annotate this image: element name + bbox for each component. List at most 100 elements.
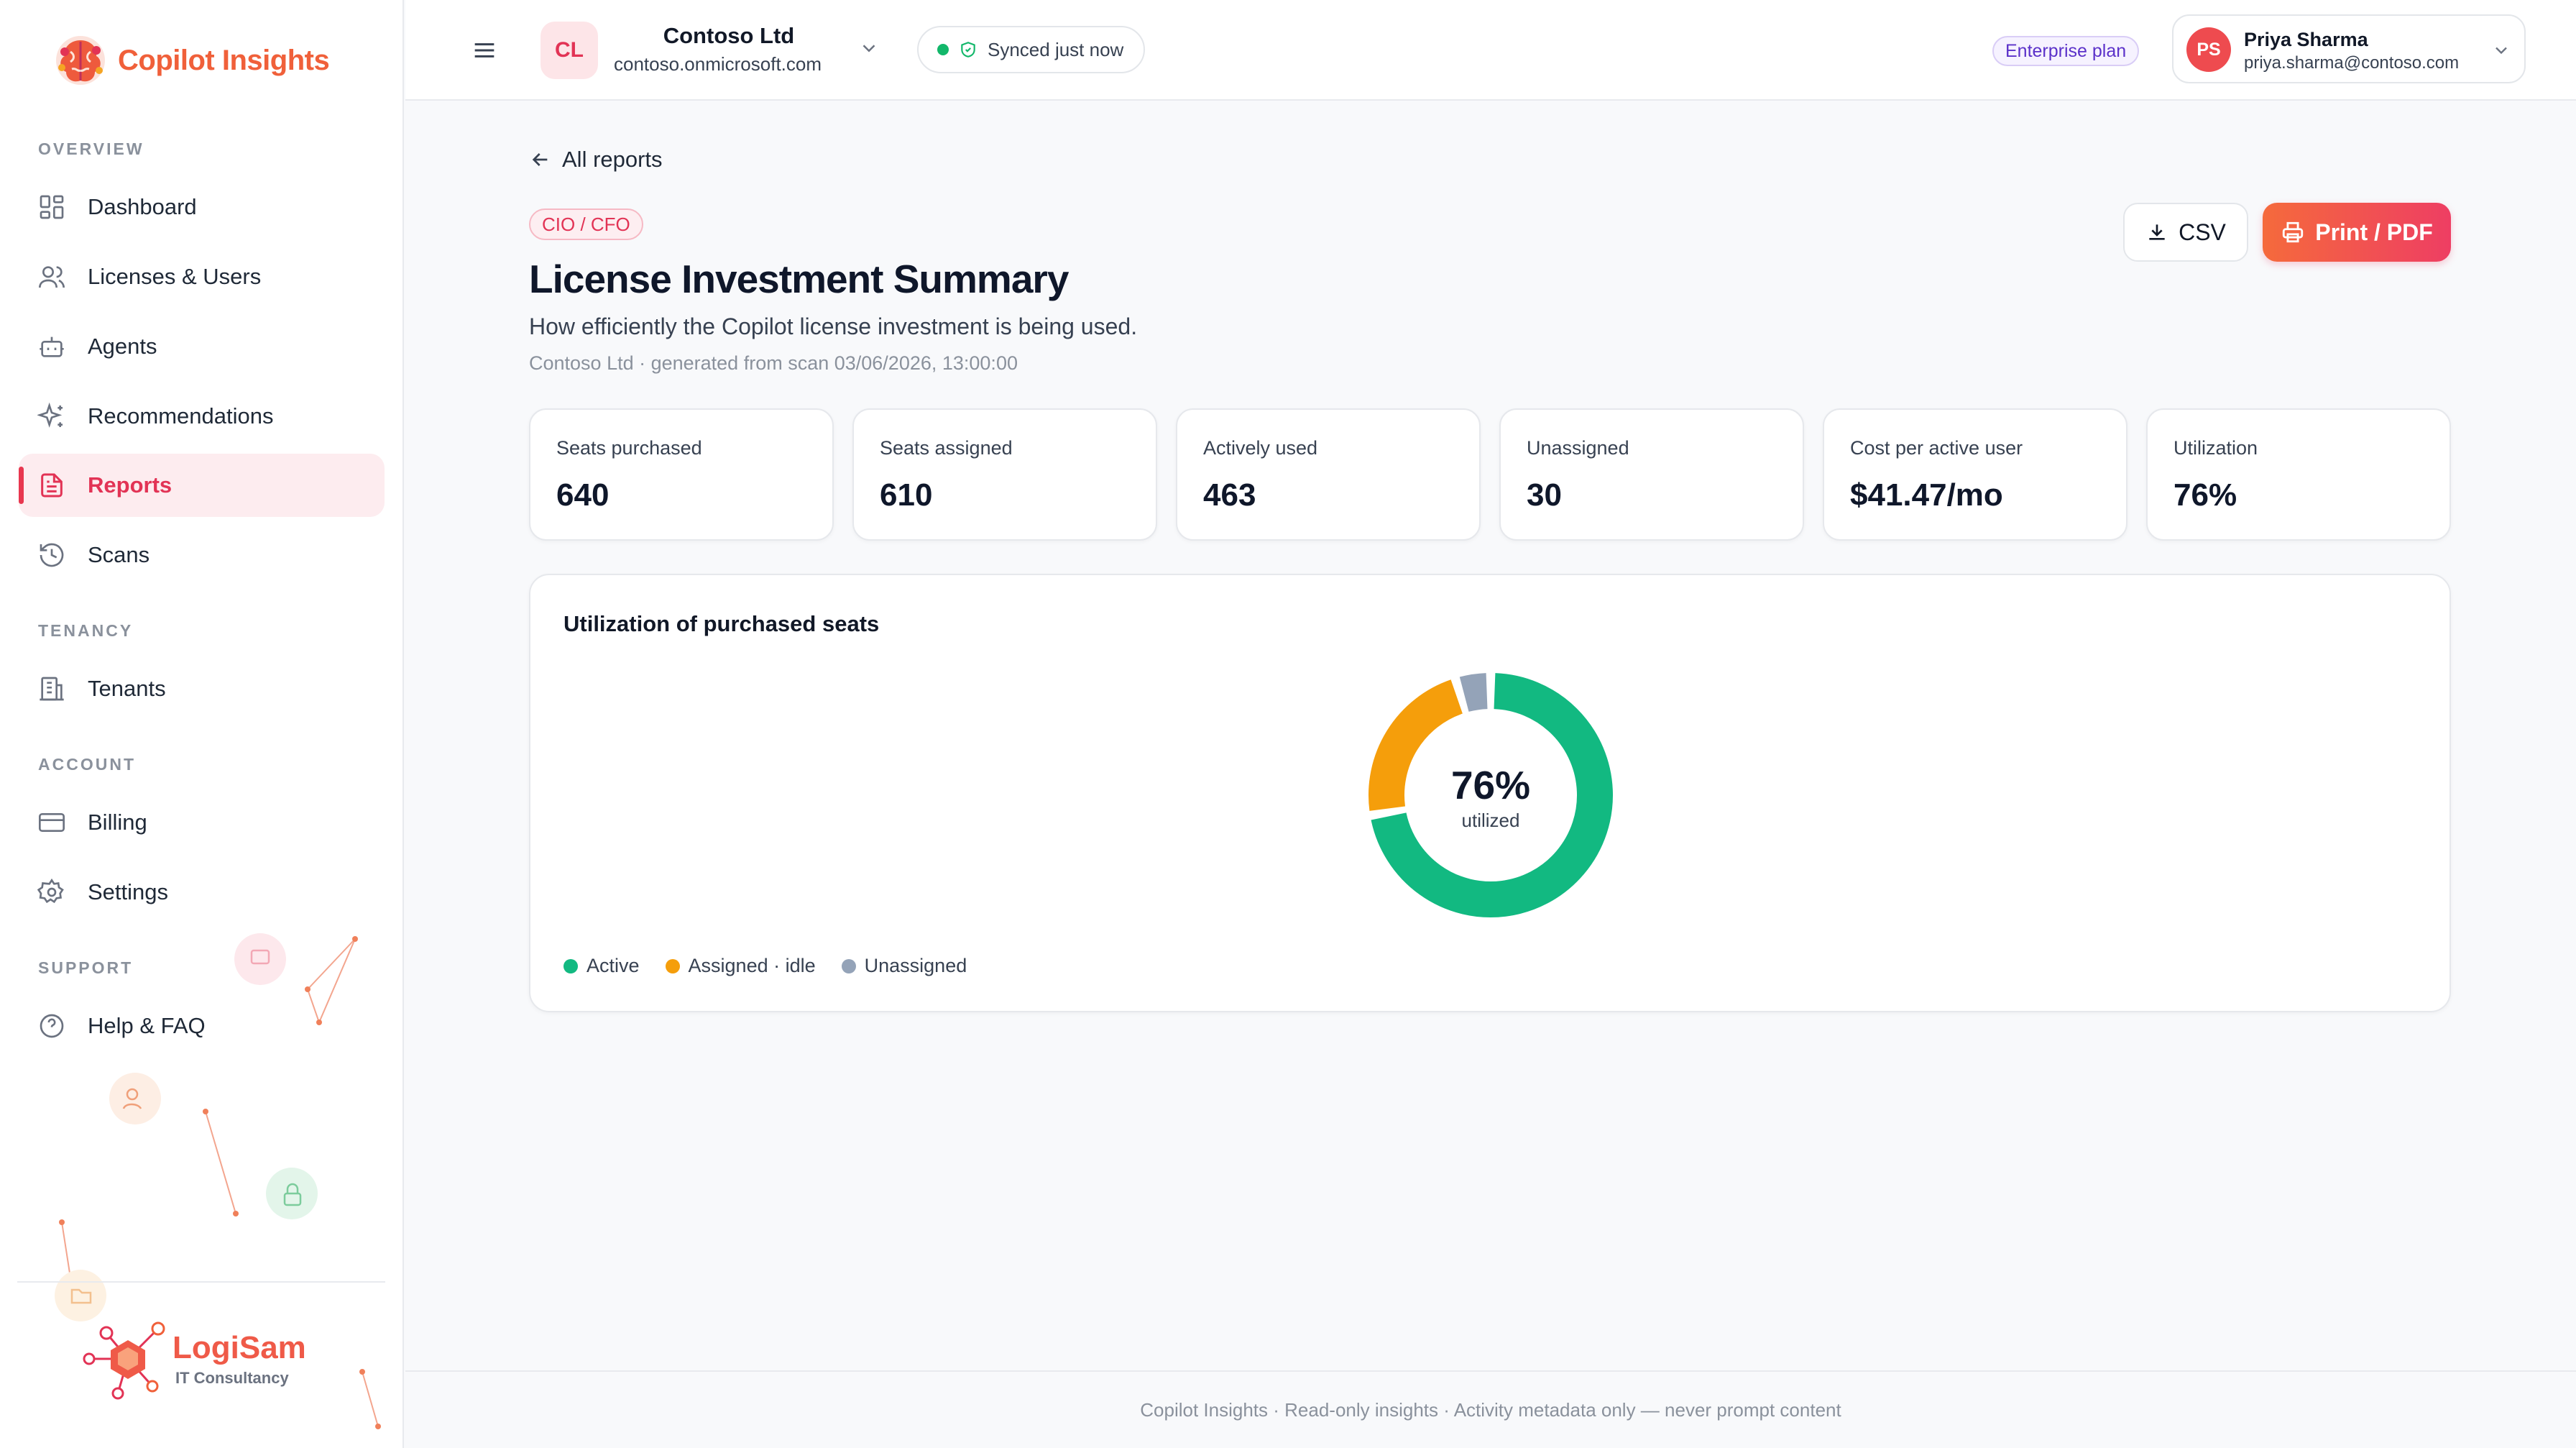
sidebar-item-label: Help & FAQ [88,1013,206,1038]
stat-label: Seats assigned [880,437,1013,459]
legend-label: Assigned · idle [688,955,816,976]
audience-tag: CIO / CFO [529,209,643,240]
stat-value: 76% [2174,477,2237,513]
chevron-down-icon [2496,47,2507,55]
section-overview: OVERVIEW [38,139,144,158]
stat-card-unassigned: Unassigned 30 [1499,408,1804,541]
stat-card-seats-purchased: Seats purchased 640 [529,408,834,541]
help-circle-icon [40,1014,64,1038]
sidebar-item-agents[interactable]: Agents [19,315,385,378]
sidebar-item-label: Licenses & Users [88,264,262,289]
sidebar-item-billing[interactable]: Billing [19,791,385,854]
topbar: CL Contoso Ltd contoso.onmicrosoft.com S… [405,0,2576,101]
download-icon [2149,224,2165,240]
csv-export-button[interactable]: CSV [2123,203,2248,262]
legend-swatch [665,958,680,973]
chart-legend: Active Assigned · idle Unassigned [564,955,967,977]
stat-card-seats-assigned: Seats assigned 610 [852,408,1157,541]
chart-title: Utilization of purchased seats [564,611,880,636]
sidebar-item-help-faq[interactable]: Help & FAQ [19,994,385,1058]
sidebar-item-settings[interactable]: Settings [19,861,385,924]
section-support: SUPPORT [38,958,134,977]
decorative-network [55,933,381,1429]
stat-label: Seats purchased [556,437,702,459]
sidebar-item-label: Settings [88,879,169,904]
shield-check-icon [961,42,975,58]
legend-label: Unassigned [864,955,967,976]
credit-card-icon [39,813,65,832]
sidebar-item-licenses-users[interactable]: Licenses & Users [19,245,385,308]
sidebar-item-dashboard[interactable]: Dashboard [19,175,385,239]
print-pdf-button[interactable]: Print / PDF [2263,203,2451,262]
avatar: PS [2186,27,2231,72]
report-meta: Contoso Ltd · generated from scan 03/06/… [529,352,1018,374]
user-email: priya.sharma@contoso.com [2244,53,2460,73]
history-icon [40,543,64,567]
page-title: License Investment Summary [529,257,1069,301]
legend-label: Active [586,955,640,976]
sidebar-item-reports[interactable]: Reports [19,454,385,517]
stat-value: $41.47/mo [1850,477,2003,513]
building-icon [40,677,64,701]
sidebar-item-recommendations[interactable]: Recommendations [19,385,385,448]
stat-label: Utilization [2174,437,2258,459]
partner-logo: LogiSam IT Consultancy [80,1309,325,1402]
dashboard-icon [40,195,64,219]
section-tenancy: TENANCY [38,621,134,640]
file-text-icon [41,473,63,498]
tenant-name[interactable]: Contoso Ltd [663,23,795,48]
user-menu[interactable]: PS Priya Sharma priya.sharma@contoso.com [2172,14,2526,83]
sidebar-item-label: Scans [88,542,150,567]
donut-center-label: utilized [1461,810,1520,831]
brain-logo-icon [56,36,105,85]
donut-slice-unassigned[interactable] [1459,673,1489,712]
stat-value: 30 [1527,477,1562,513]
plan-badge: Enterprise plan [1992,36,2140,66]
stat-value: 463 [1203,477,1256,513]
stat-card-utilization: Utilization 76% [2146,408,2451,541]
brand-name: Copilot Insights [118,44,330,76]
section-account: ACCOUNT [38,755,136,774]
tenant-domain[interactable]: contoso.onmicrosoft.com [614,53,822,75]
tenant-avatar[interactable]: CL [540,22,598,79]
donut-slice-active[interactable] [1371,673,1613,917]
sidebar-item-label: Agents [88,334,157,359]
legend-swatch [841,958,856,973]
sidebar-item-label: Reports [88,472,172,498]
hamburger-menu-icon[interactable] [470,36,499,65]
stat-label: Cost per active user [1850,437,2023,459]
sidebar: Copilot Insights OVERVIEW Dashboard Lice… [0,0,404,1448]
footer: Copilot Insights · Read-only insights · … [405,1370,2576,1448]
sync-status-badge: Synced just now [917,26,1146,73]
bot-icon [40,336,64,357]
sidebar-item-label: Dashboard [88,194,197,219]
sidebar-item-label: Tenants [88,676,166,701]
sidebar-item-scans[interactable]: Scans [19,523,385,587]
donut-slice-assigned-idle[interactable] [1368,679,1463,811]
stat-card-cost-per-active-user: Cost per active user $41.47/mo [1823,408,2128,541]
page-subtitle: How efficiently the Copilot license inve… [529,313,1138,339]
csv-button-label: CSV [2179,219,2226,245]
sidebar-item-tenants[interactable]: Tenants [19,657,385,720]
gear-icon [37,878,64,904]
brand[interactable]: Copilot Insights [50,30,330,91]
partner-logo-tagline: IT Consultancy [175,1369,289,1387]
sync-status-text: Synced just now [988,38,1124,60]
sidebar-item-label: Billing [88,810,147,835]
legend-swatch [564,958,578,973]
legend-item: Unassigned [841,955,967,977]
stat-label: Actively used [1203,437,1318,459]
stat-value: 610 [880,477,933,513]
chevron-down-icon[interactable] [858,37,880,59]
pdf-button-label: Print / PDF [2315,219,2433,245]
legend-item: Assigned · idle [665,955,816,977]
back-link[interactable]: All reports [529,147,663,173]
partner-logo-name: LogiSam [172,1330,306,1365]
donut-center: 76% utilized [1367,762,1614,832]
sidebar-divider [17,1281,385,1283]
logisam-logo-icon [83,1321,165,1400]
utilization-donut-chart [1368,673,1613,917]
stat-card-actively-used: Actively used 463 [1176,408,1481,541]
arrow-left-icon [532,153,548,166]
stat-value: 640 [556,477,610,513]
